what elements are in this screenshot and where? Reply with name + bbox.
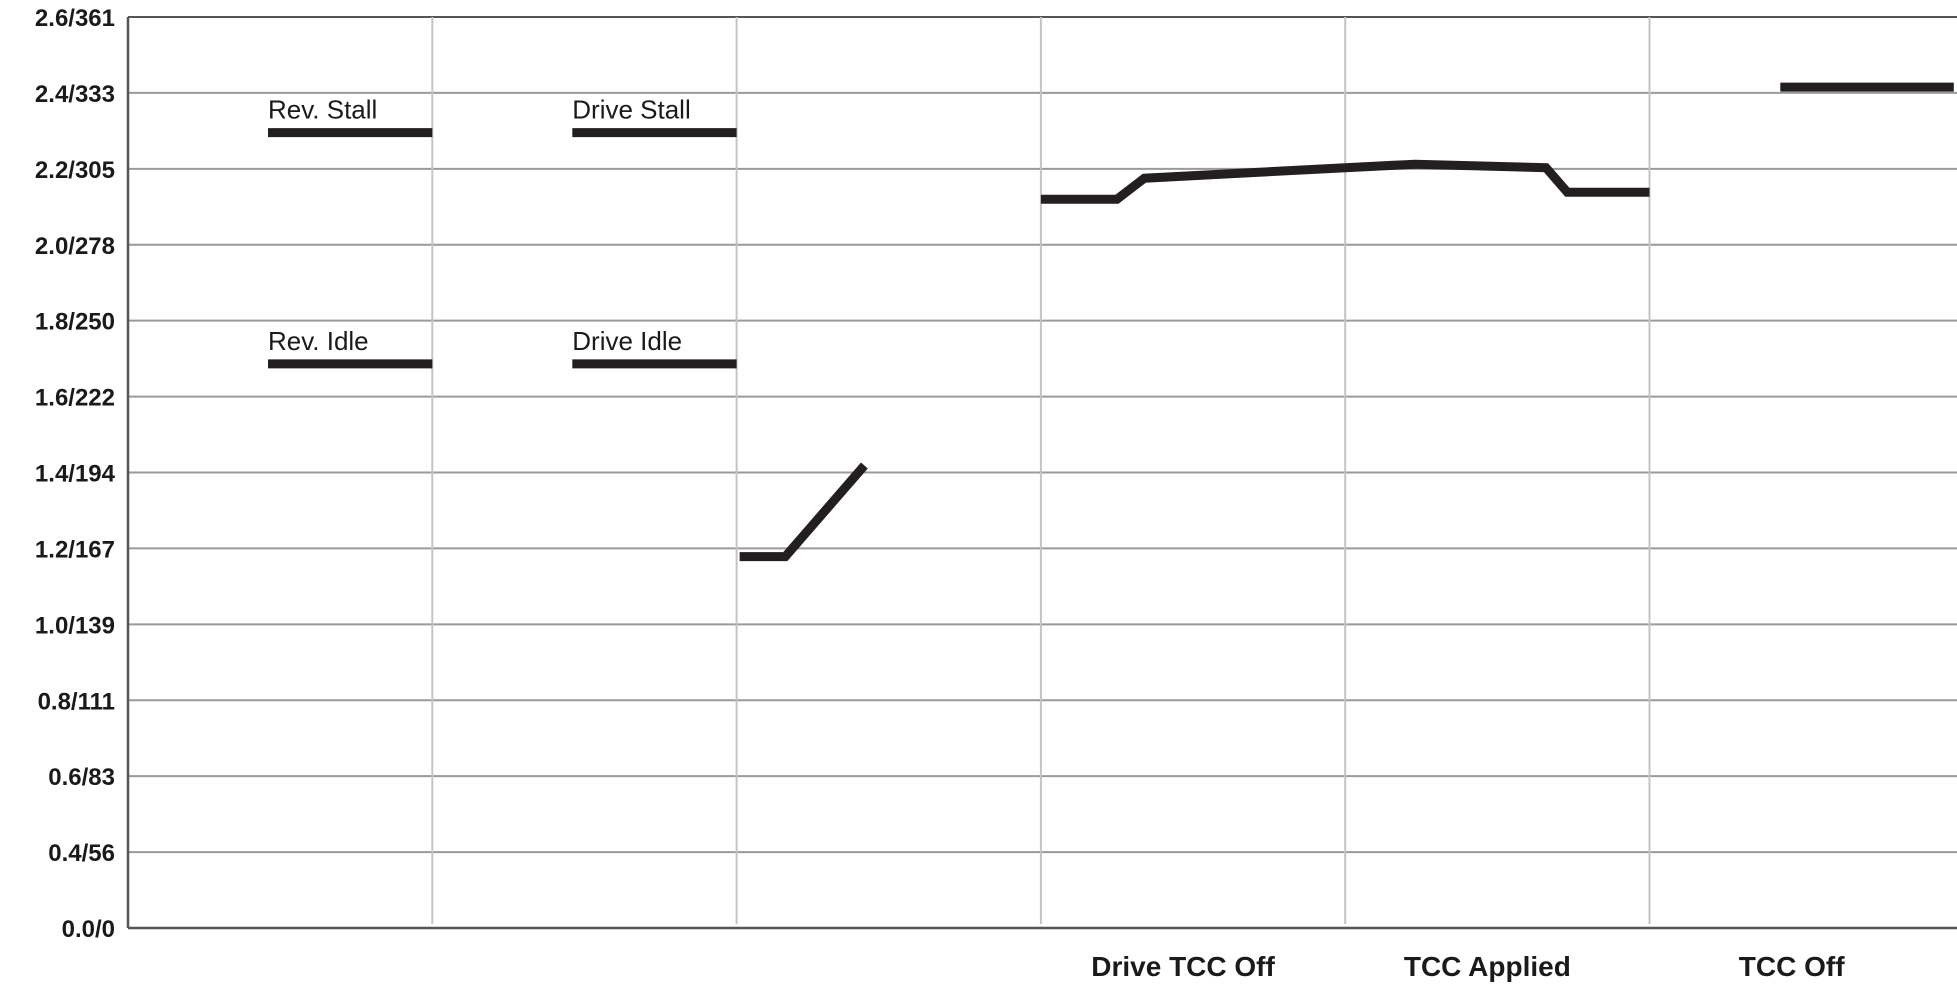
- y-tick-label: 1.8/250: [35, 309, 115, 336]
- y-tick-label: 2.4/333: [35, 81, 115, 108]
- y-tick-label: 1.0/139: [35, 612, 115, 639]
- series-annotation: Drive Stall: [572, 95, 690, 125]
- series-line: [739, 462, 868, 562]
- y-tick-label: 2.0/278: [35, 233, 115, 260]
- y-tick-label: 2.2/305: [35, 157, 115, 184]
- y-tick-label: 1.4/194: [35, 461, 116, 488]
- series-line: [1040, 159, 1650, 204]
- y-tick-label: 0.6/83: [48, 764, 115, 791]
- y-tick-label: 1.6/222: [35, 385, 115, 412]
- y-tick-label: 2.6/361: [35, 5, 115, 32]
- series-annotation: Drive Idle: [572, 326, 682, 356]
- x-tick-label: TCC Applied: [1404, 951, 1571, 982]
- y-tick-label: 0.8/111: [38, 688, 115, 715]
- y-tick-label: 0.0/0: [62, 916, 115, 943]
- x-tick-label: TCC Off: [1739, 951, 1845, 982]
- x-tick-label: Drive TCC Off: [1091, 951, 1275, 982]
- series-annotation: Rev. Stall: [268, 95, 377, 125]
- y-tick-label: 1.2/167: [35, 536, 115, 563]
- y-tick-label: 0.4/56: [48, 840, 115, 867]
- series-annotation: Rev. Idle: [268, 326, 369, 356]
